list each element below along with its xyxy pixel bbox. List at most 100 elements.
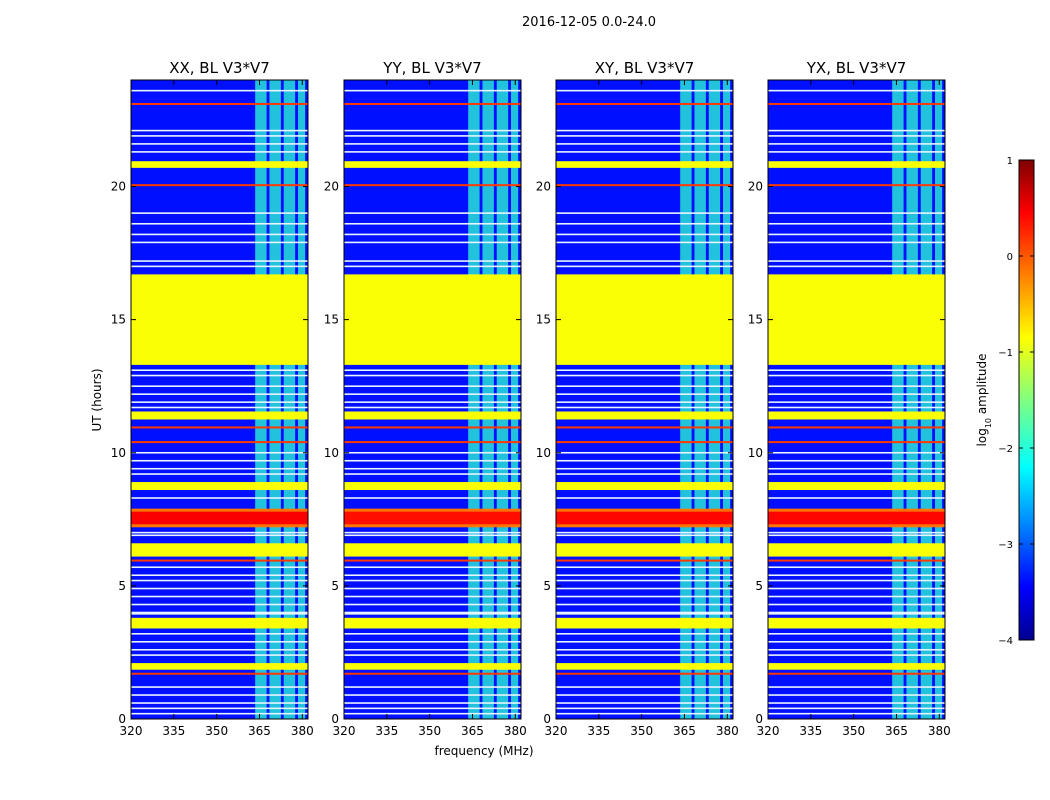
faint-line (556, 611, 733, 614)
rfi-column (708, 80, 721, 719)
flagged-block (556, 411, 733, 420)
faint-line (556, 241, 733, 244)
faint-line (131, 451, 308, 454)
faint-line (768, 473, 945, 475)
panel-xx: XX, BL V3*V7 320 335 350 365 380 0 5 10 15 20 (111, 59, 314, 738)
bright-line (344, 102, 521, 105)
faint-line (131, 707, 308, 710)
rfi-column (269, 80, 281, 719)
faint-line (556, 712, 733, 715)
x-tick-label: 380 (504, 724, 527, 738)
faint-line (344, 151, 521, 153)
faint-line (344, 451, 521, 454)
faint-line (768, 393, 945, 395)
faint-line (344, 587, 521, 590)
faint-line (556, 702, 733, 704)
faint-line (131, 241, 308, 244)
panel-title: XY, BL V3*V7 (595, 59, 695, 77)
faint-line (131, 566, 308, 569)
faint-line (344, 707, 521, 710)
y-tick-label: 10 (324, 446, 339, 460)
faint-line (556, 467, 733, 470)
faint-line (131, 497, 308, 499)
flagged-block (344, 543, 521, 557)
heatmap-area (556, 80, 733, 719)
x-tick-label: 350 (205, 724, 228, 738)
faint-line (556, 233, 733, 236)
faint-line (556, 534, 733, 537)
y-tick-label: 10 (111, 446, 126, 460)
faint-line (556, 393, 733, 395)
faint-line (344, 633, 521, 635)
faint-line (768, 265, 945, 268)
x-tick-label: 335 (162, 724, 185, 738)
y-tick-label: 0 (543, 712, 551, 726)
faint-line (344, 401, 521, 403)
faint-line (131, 648, 308, 651)
flagged-block (556, 482, 733, 491)
faint-line (556, 89, 733, 92)
bright-line (768, 559, 945, 562)
colorbar-tick-label: −1 (998, 348, 1013, 359)
colorbar-tick-label: −2 (998, 444, 1013, 455)
faint-line (768, 497, 945, 499)
faint-line (344, 222, 521, 225)
y-tick-label: 5 (755, 579, 763, 593)
faint-line (556, 369, 733, 372)
faint-line (344, 385, 521, 387)
faint-line (344, 497, 521, 499)
faint-line (344, 233, 521, 236)
flagged-block (344, 274, 521, 365)
y-tick-label: 10 (536, 446, 551, 460)
faint-line (344, 531, 521, 534)
faint-line (344, 712, 521, 715)
x-tick-label: 320 (545, 724, 568, 738)
bright-line (768, 441, 945, 444)
rfi-column (906, 80, 918, 719)
faint-line (344, 265, 521, 268)
faint-line (556, 151, 733, 153)
faint-line (131, 459, 308, 462)
flagged-block (768, 482, 945, 491)
bright-line (131, 426, 308, 429)
faint-line (344, 603, 521, 606)
faint-line (131, 595, 308, 598)
faint-line (556, 603, 733, 606)
x-tick-label: 380 (291, 724, 314, 738)
x-tick-label: 365 (673, 724, 696, 738)
panel-yy: YY, BL V3*V7 320 335 350 365 380 0 5 10 15 20 (324, 59, 527, 738)
bright-line (556, 426, 733, 429)
faint-line (344, 694, 521, 696)
faint-line (131, 135, 308, 137)
faint-line (556, 385, 733, 387)
flagged-block (131, 411, 308, 420)
bright-line (556, 559, 733, 562)
bright-line (131, 559, 308, 562)
flagged-block (131, 663, 308, 670)
hot-band-core (344, 511, 521, 525)
faint-line (344, 574, 521, 577)
faint-line (768, 611, 945, 614)
x-tick-label: 320 (333, 724, 356, 738)
bright-line (344, 184, 521, 187)
faint-line (556, 406, 733, 409)
y-tick-label: 20 (748, 180, 763, 194)
flagged-block (344, 161, 521, 168)
flagged-block (556, 663, 733, 670)
flagged-block (344, 617, 521, 629)
bright-line (131, 102, 308, 105)
panel-title: XX, BL V3*V7 (169, 59, 270, 77)
colorbar-tick-label: −3 (998, 540, 1013, 551)
faint-line (556, 129, 733, 132)
y-tick-label: 0 (331, 712, 339, 726)
faint-line (768, 467, 945, 470)
faint-line (344, 613, 521, 615)
x-tick-label: 350 (418, 724, 441, 738)
x-tick-label: 320 (120, 724, 143, 738)
faint-line (768, 135, 945, 137)
flagged-block (768, 161, 945, 168)
faint-line (556, 654, 733, 656)
faint-line (768, 531, 945, 534)
faint-line (556, 566, 733, 569)
